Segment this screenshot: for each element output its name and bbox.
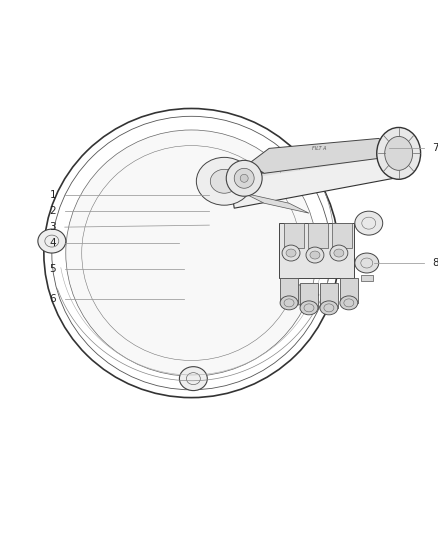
Ellipse shape: [280, 296, 298, 310]
Polygon shape: [308, 223, 328, 248]
Ellipse shape: [196, 157, 252, 205]
Polygon shape: [289, 285, 319, 305]
Text: 2: 2: [49, 206, 56, 216]
Ellipse shape: [320, 301, 338, 315]
Ellipse shape: [38, 229, 66, 253]
Text: FILT A: FILT A: [312, 146, 326, 151]
Ellipse shape: [210, 169, 238, 193]
Text: 4: 4: [49, 238, 56, 248]
Ellipse shape: [310, 251, 320, 259]
Text: 1: 1: [49, 190, 56, 200]
Ellipse shape: [180, 367, 207, 391]
Polygon shape: [249, 139, 394, 173]
Ellipse shape: [226, 160, 262, 196]
Polygon shape: [229, 148, 394, 208]
Polygon shape: [279, 223, 354, 278]
Ellipse shape: [300, 301, 318, 315]
Ellipse shape: [377, 127, 420, 179]
Polygon shape: [300, 283, 318, 308]
Ellipse shape: [286, 249, 296, 257]
Polygon shape: [361, 275, 373, 281]
Ellipse shape: [66, 130, 317, 376]
Polygon shape: [320, 283, 338, 308]
Ellipse shape: [355, 211, 383, 235]
Polygon shape: [280, 278, 298, 303]
Polygon shape: [244, 193, 309, 213]
Text: 7: 7: [432, 143, 438, 154]
Ellipse shape: [385, 136, 413, 171]
Text: 3: 3: [49, 222, 56, 232]
Polygon shape: [229, 148, 394, 181]
Polygon shape: [340, 278, 358, 303]
Ellipse shape: [240, 174, 248, 182]
Polygon shape: [332, 223, 352, 248]
Ellipse shape: [306, 247, 324, 263]
Ellipse shape: [234, 168, 254, 188]
Ellipse shape: [355, 253, 379, 273]
Ellipse shape: [282, 245, 300, 261]
Text: 5: 5: [49, 264, 56, 274]
Polygon shape: [284, 223, 304, 248]
Text: 8: 8: [432, 258, 438, 268]
Ellipse shape: [334, 249, 344, 257]
Ellipse shape: [330, 245, 348, 261]
Ellipse shape: [340, 296, 358, 310]
Text: 6: 6: [49, 294, 56, 304]
